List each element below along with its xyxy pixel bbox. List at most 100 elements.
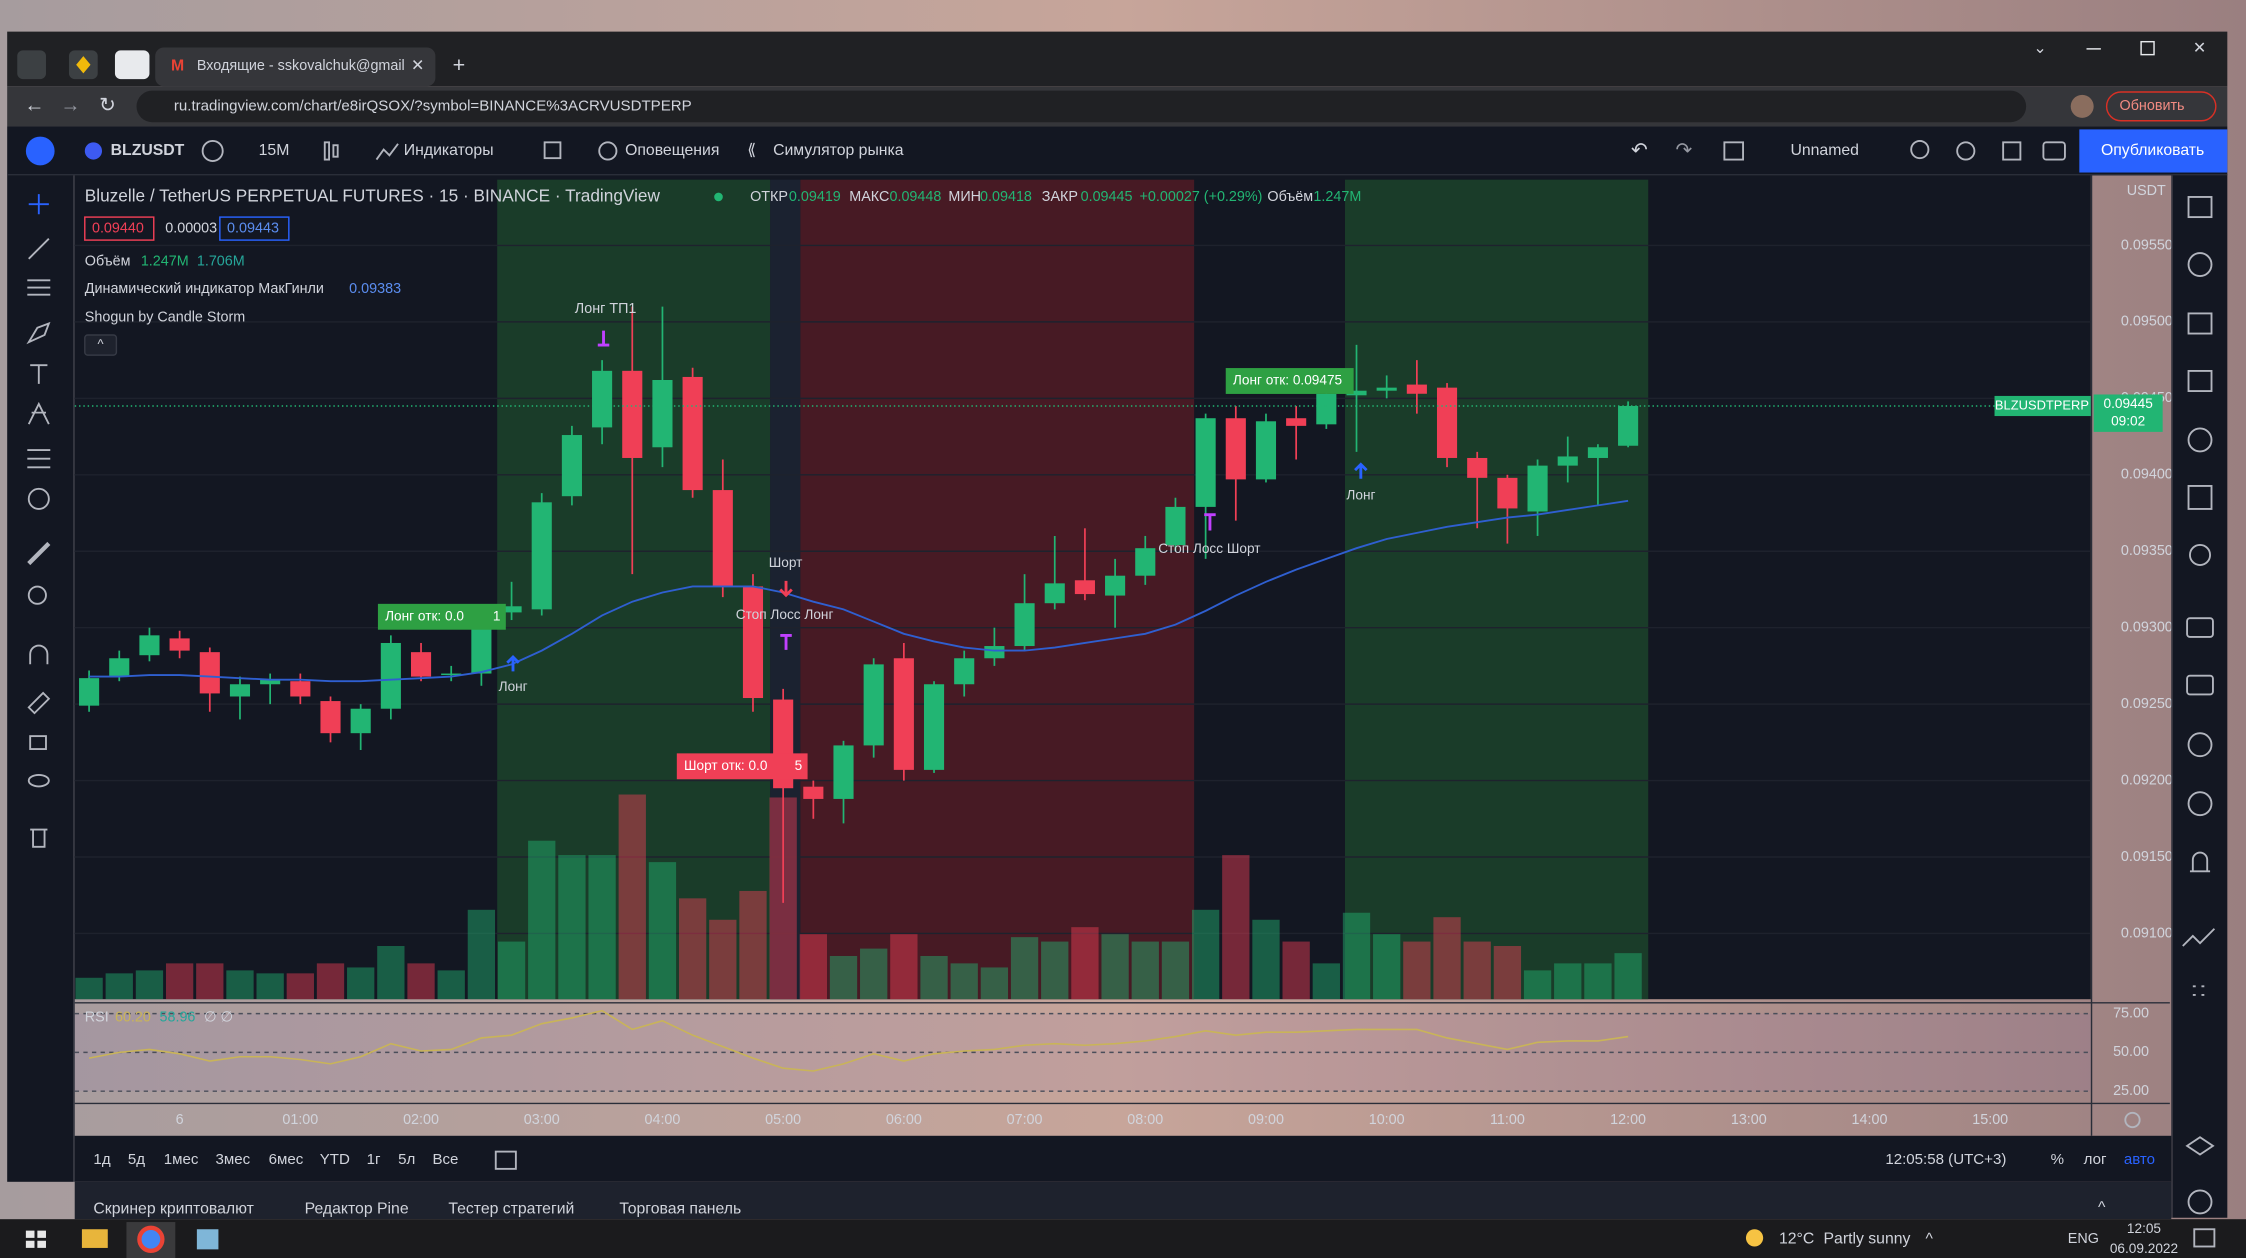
app-task[interactable] [197, 1229, 219, 1249]
y-tick-label: 0.09100 [2121, 925, 2173, 941]
volume-bar [1494, 946, 1521, 999]
tab-title: Входящие - sskovalchuk@gmail [197, 58, 405, 74]
layout-name[interactable]: Unnamed [1790, 142, 1858, 159]
volume-bar [1614, 953, 1641, 999]
range-button[interactable]: 1д [93, 1151, 110, 1168]
range-button[interactable]: 6мес [269, 1151, 304, 1168]
percent-toggle[interactable]: % [2051, 1151, 2064, 1168]
candle-body [1437, 388, 1457, 458]
range-button[interactable]: 5л [398, 1151, 415, 1168]
volume-bar [498, 942, 525, 1000]
tv-tab[interactable] [115, 50, 149, 79]
volume-bar [709, 920, 736, 999]
collapse-panel[interactable]: ^ [2098, 1199, 2106, 1216]
candle-body [139, 635, 159, 655]
candle-body [1528, 466, 1548, 512]
candle-body [1377, 388, 1397, 391]
range-button[interactable]: Все [432, 1151, 458, 1168]
symbol-title: Bluzelle / TetherUS PERPETUAL FUTURES · … [85, 186, 661, 206]
candle-body [411, 652, 431, 676]
range-button[interactable]: YTD [320, 1151, 350, 1168]
volume-bar [1343, 913, 1370, 999]
replay[interactable]: Симулятор рынка [773, 142, 904, 159]
candle-body [200, 652, 220, 693]
publish-label: Опубликовать [2101, 142, 2204, 159]
volume-bar [890, 934, 917, 999]
volume-bar [136, 970, 163, 999]
y-tick-label: 0.09150 [2121, 849, 2173, 865]
volume-bar [558, 855, 585, 999]
high-value: 0.09448 [889, 189, 941, 205]
candle-body [1226, 418, 1246, 479]
redo[interactable]: ↷ [1676, 139, 1693, 161]
rsi-ma-value: 58.96 [160, 1010, 196, 1026]
symbol-tag-label: BLZUSDTPERP [1995, 397, 2089, 412]
indicators[interactable]: Индикаторы [404, 142, 494, 159]
price-tag-countdown: 09:02 [2111, 413, 2145, 428]
panel-tab[interactable]: Скринер криптовалют [93, 1200, 253, 1217]
close-window[interactable]: ✕ [2193, 40, 2206, 57]
tab-close[interactable]: ✕ [411, 57, 424, 74]
candle-body [833, 745, 853, 799]
low-label: МИН [948, 189, 981, 205]
update-label: Обновить [2120, 98, 2185, 114]
y-tick-label: 0.09400 [2121, 467, 2173, 483]
mcginley-label: Динамический индикатор МакГинли [85, 281, 324, 297]
volume-bar [860, 949, 887, 1000]
candle-body [1015, 603, 1035, 646]
range-button[interactable]: 1г [367, 1151, 381, 1168]
volume-bar [1403, 942, 1430, 1000]
pinned-tab[interactable] [17, 50, 46, 79]
volume-bar [75, 978, 102, 999]
undo[interactable]: ↶ [1631, 139, 1648, 161]
volume-bar [679, 898, 706, 999]
volume-bar [1162, 942, 1189, 1000]
volume-bar [287, 973, 314, 999]
volume-bar [1101, 934, 1128, 999]
volume-bar [1464, 942, 1491, 1000]
auto-toggle[interactable]: авто [2124, 1151, 2155, 1168]
range-button[interactable]: 1мес [164, 1151, 199, 1168]
account[interactable] [26, 137, 55, 166]
ask: 0.09443 [227, 220, 279, 236]
forward[interactable]: → [60, 95, 80, 117]
rsi-extra: ∅ ∅ [204, 1010, 233, 1026]
symbol[interactable]: BLZUSDT [111, 142, 185, 159]
avatar[interactable] [2071, 95, 2094, 118]
interval[interactable]: 15M [259, 142, 290, 159]
open-label: ОТКР [750, 189, 788, 205]
tab-search[interactable]: ⌄ [2033, 40, 2046, 57]
candle-body [894, 658, 914, 770]
panel-tab[interactable]: Редактор Pine [305, 1200, 409, 1217]
candle-body [1256, 421, 1276, 479]
x-tick-label: 11:00 [1490, 1112, 1525, 1128]
new-tab[interactable]: + [453, 52, 466, 77]
range-button[interactable]: 5д [128, 1151, 145, 1168]
x-tick-label: 06:00 [886, 1112, 922, 1128]
currency[interactable]: USDT [2127, 183, 2166, 199]
reload[interactable]: ↻ [99, 95, 116, 117]
tv-toolbar [7, 127, 2227, 176]
annotation: 5 [795, 758, 803, 773]
language[interactable]: ENG [2068, 1231, 2099, 1247]
log-toggle[interactable]: лог [2084, 1151, 2107, 1168]
volume-bar [226, 970, 253, 999]
shogun-label: Shogun by Candle Storm [85, 310, 245, 326]
volume-bar [830, 956, 857, 999]
weather-icon [1746, 1229, 1763, 1246]
close-value: 0.09445 [1081, 189, 1133, 205]
x-tick-label: 08:00 [1127, 1112, 1163, 1128]
open-value: 0.09419 [789, 189, 841, 205]
range-button[interactable]: 3мес [215, 1151, 250, 1168]
tray-arrow[interactable]: ^ [1926, 1230, 1934, 1247]
explorer[interactable] [82, 1229, 108, 1248]
back[interactable]: ← [24, 95, 44, 117]
volume-bar [438, 970, 465, 999]
y-tick-label: 0.09550 [2121, 237, 2173, 253]
candle-body [1558, 456, 1578, 465]
alerts[interactable]: Оповещения [625, 142, 719, 159]
volume-bar [649, 862, 676, 999]
panel-tab[interactable]: Тестер стратегий [448, 1200, 574, 1217]
candle-body [864, 664, 884, 745]
panel-tab[interactable]: Торговая панель [619, 1200, 741, 1217]
